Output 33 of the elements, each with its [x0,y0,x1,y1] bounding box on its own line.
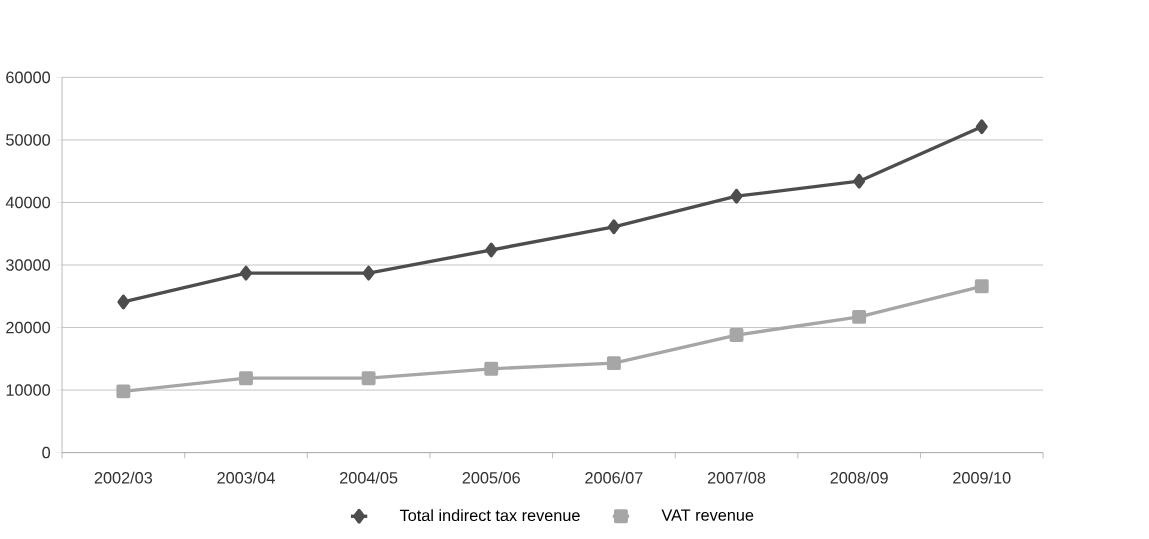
x-tick-label: 2002/03 [94,471,153,484]
y-tick-label: 30000 [6,259,51,271]
point [362,265,375,281]
y-tick-label: 40000 [5,196,51,209]
x-tick-label: 2003/04 [217,471,275,484]
x-tick-label: 2008/09 [830,471,888,484]
y-tick-label: 10000 [6,384,51,396]
point [484,361,499,376]
point [606,356,621,371]
x-tick-label: 2005/06 [462,471,520,484]
x-tick-label: 2004/05 [340,471,398,484]
point [607,219,620,235]
y-tick-label: 20000 [6,321,51,334]
point [117,294,130,310]
point [974,279,989,294]
point [116,384,131,399]
point [239,371,253,386]
y-tick-label: 0 [42,446,51,459]
point [729,328,744,343]
point [853,173,866,189]
point [730,188,743,204]
point [975,119,988,135]
x-tick-label: 2006/07 [585,471,643,484]
x-tick-label: 2007/08 [707,471,766,484]
point [485,242,498,258]
legend-label: Total indirect tax revenue [399,509,580,522]
y-tick-label: 60000 [6,71,51,84]
legend-label: VAT revenue [661,509,754,521]
x-tick-label: 2009/10 [953,471,1011,484]
point [852,310,867,324]
point [361,371,376,386]
y-tick-label: 50000 [6,134,51,146]
point [240,265,252,281]
